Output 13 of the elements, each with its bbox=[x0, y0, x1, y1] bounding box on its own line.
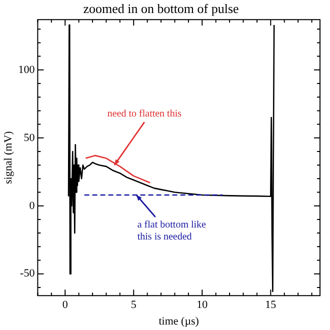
x-tick-label: 5 bbox=[130, 299, 137, 312]
y-tick-label: 50 bbox=[24, 132, 36, 144]
x-tick-label: 10 bbox=[196, 299, 208, 312]
x-axis-title: time (µs) bbox=[158, 315, 200, 328]
x-tick-label: 0 bbox=[62, 299, 68, 312]
chart-title: zoomed in on bottom of pulse bbox=[83, 1, 240, 16]
x-tick-label: 15 bbox=[265, 299, 277, 312]
annotation: a flat bottom like this is needed bbox=[137, 220, 207, 243]
y-axis-title: signal (mV) bbox=[2, 130, 14, 184]
y-tick-label: -50 bbox=[20, 268, 36, 280]
y-tick-label: 0 bbox=[29, 200, 36, 212]
y-tick-label: 100 bbox=[18, 64, 36, 76]
annotation: need to flatten this bbox=[107, 108, 182, 120]
